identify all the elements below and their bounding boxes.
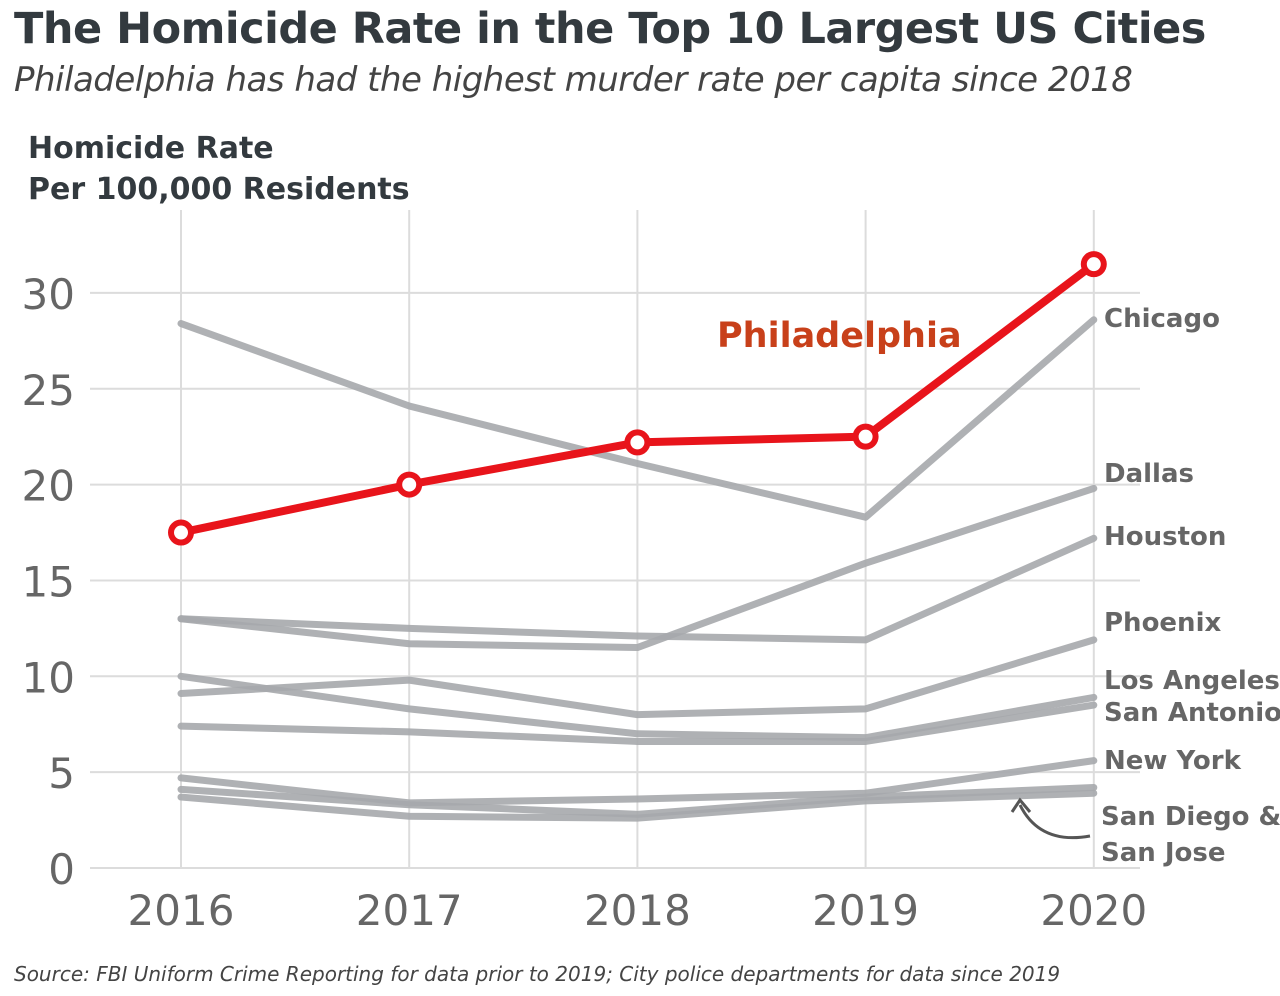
series-label-dallas: Dallas: [1104, 459, 1194, 489]
series-line-dallas: [177, 484, 1098, 652]
annotation-arrow: [1018, 804, 1091, 840]
y-tick-label: 15: [22, 557, 75, 606]
series-label-new-york: New York: [1104, 746, 1242, 776]
series-label-phoenix: Phoenix: [1104, 608, 1221, 638]
chart-title: The Homicide Rate in the Top 10 Largest …: [14, 4, 1206, 54]
y-axis-label-line2: Per 100,000 Residents: [28, 172, 410, 207]
x-tick-label: 2017: [356, 886, 463, 935]
series-line-los-angeles: [177, 672, 1098, 742]
source-note: Source: FBI Uniform Crime Reporting for …: [14, 962, 1061, 986]
series-label-san-diego: San Diego &: [1101, 802, 1280, 832]
series-label-chicago: Chicago: [1104, 304, 1220, 334]
series-line-san-antonio: [177, 701, 1098, 745]
series-label-los-angeles: Los Angeles: [1104, 666, 1280, 696]
series-line-chicago: [177, 316, 1098, 521]
x-tick-label: 2018: [584, 886, 691, 935]
x-tick-label: 2016: [128, 886, 235, 935]
series-label-san-jose: San Jose: [1101, 838, 1225, 868]
chart-subtitle: Philadelphia has had the highest murder …: [14, 60, 1133, 100]
arrowhead-icon: [1010, 797, 1032, 813]
series-label-houston: Houston: [1104, 522, 1226, 552]
data-point-philadelphia: [396, 471, 423, 498]
series-line-san-diego: [177, 783, 1098, 818]
data-point-philadelphia: [852, 423, 879, 450]
y-axis-label: Homicide Rate Per 100,000 Residents: [28, 128, 410, 210]
y-tick-label: 0: [48, 845, 75, 894]
y-tick-label: 5: [48, 749, 75, 798]
data-point-philadelphia: [1080, 251, 1107, 278]
y-tick-label: 25: [22, 366, 75, 415]
x-tick-label: 2019: [812, 886, 919, 935]
y-tick-label: 30: [22, 270, 75, 319]
series-label-san-antonio: San Antonio: [1104, 698, 1280, 728]
y-tick-label: 20: [22, 462, 75, 511]
series-line-san-jose: [177, 789, 1098, 822]
data-point-philadelphia: [168, 519, 194, 546]
series-line-new-york: [177, 757, 1098, 807]
y-axis-label-line1: Homicide Rate: [28, 131, 274, 166]
y-tick-label: 10: [22, 653, 75, 702]
x-tick-label: 2020: [1040, 886, 1147, 935]
series-label-philadelphia: Philadelphia: [717, 316, 962, 356]
series-line-houston: [177, 534, 1098, 644]
series-line-phoenix: [177, 636, 1098, 719]
data-point-philadelphia: [624, 429, 651, 456]
